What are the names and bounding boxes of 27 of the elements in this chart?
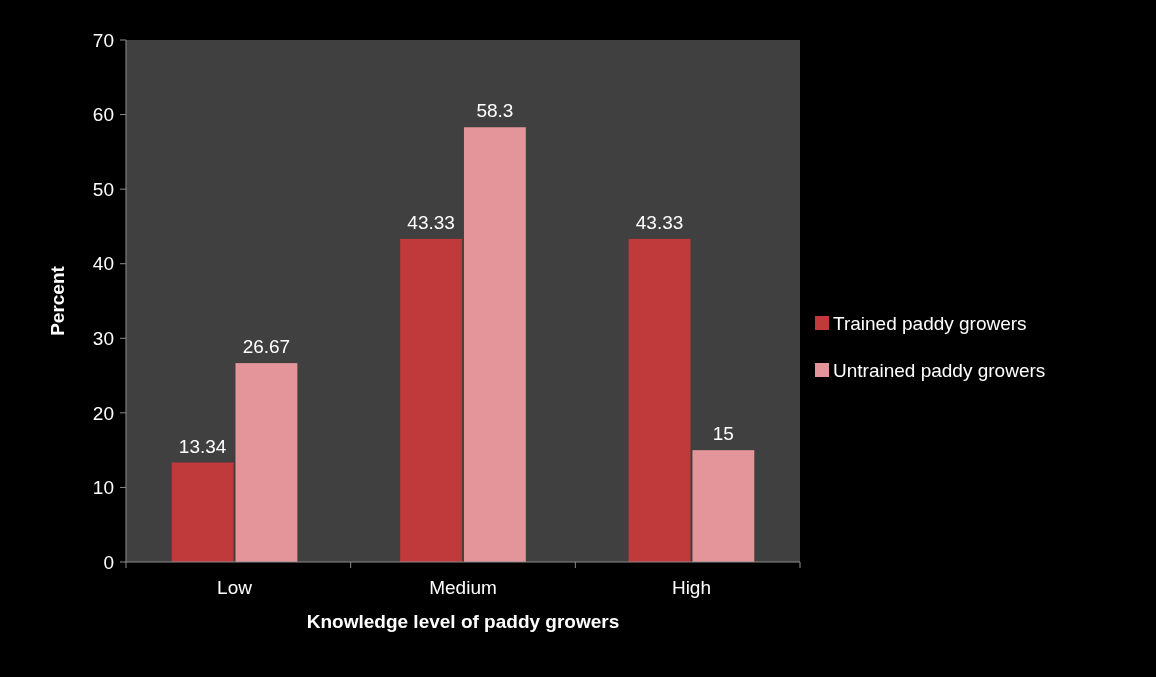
bar: [628, 238, 691, 562]
y-axis-title: Percent: [47, 265, 68, 336]
bar: [171, 462, 234, 562]
legend-label: Trained paddy growers: [833, 312, 1027, 334]
bar: [235, 363, 298, 562]
y-tick-label: 10: [92, 477, 114, 499]
y-tick-label: 60: [92, 104, 114, 126]
data-label: 15: [712, 423, 734, 445]
bar: [463, 127, 526, 562]
y-tick-label: 70: [92, 29, 114, 51]
x-tick-label: Low: [217, 577, 253, 598]
data-label: 58.3: [476, 100, 514, 122]
y-tick-label: 30: [92, 327, 114, 349]
x-tick-label: Medium: [429, 577, 497, 598]
data-label: 43.33: [407, 211, 455, 233]
data-label: 13.34: [178, 435, 227, 457]
y-tick-label: 40: [92, 253, 114, 275]
bar: [400, 238, 463, 562]
x-axis-title: Knowledge level of paddy growers: [306, 611, 620, 632]
y-tick-label: 0: [103, 551, 114, 573]
bar: [692, 450, 755, 562]
legend-label: Untrained paddy growers: [833, 359, 1046, 381]
data-label: 43.33: [635, 211, 684, 233]
x-tick-label: High: [671, 577, 712, 598]
y-tick-label: 20: [92, 402, 114, 424]
data-label: 26.67: [242, 336, 291, 358]
y-tick-label: 50: [92, 178, 114, 200]
